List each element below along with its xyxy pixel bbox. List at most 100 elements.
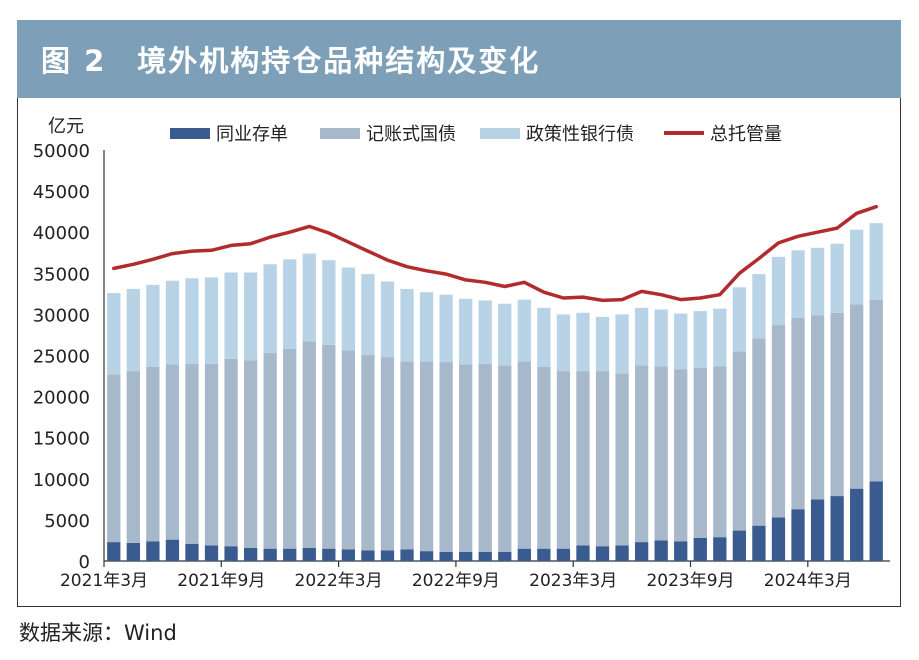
bar-segment [752, 274, 766, 339]
bar-segment [107, 293, 121, 375]
bar-segment [771, 256, 786, 326]
source-note: 数据来源：Wind [19, 621, 177, 645]
bar-segment [556, 314, 571, 372]
bar-segment [439, 362, 453, 552]
bar-segment [615, 373, 629, 546]
bar-segment [107, 542, 121, 561]
bar-segment [752, 338, 766, 526]
bar-segment [341, 350, 356, 550]
bar-segment [459, 364, 473, 552]
bar-segment [283, 259, 297, 349]
bar-segment [674, 313, 688, 370]
legend-label: 记账式国债 [366, 124, 456, 145]
bar-segment [498, 303, 512, 366]
bar-segment [341, 267, 356, 351]
bar-segment [478, 300, 492, 364]
bar-segment [556, 548, 571, 561]
bar-segment [810, 247, 825, 316]
bar-segment [576, 312, 590, 372]
bar-segment [302, 253, 316, 342]
x-tick-label: 2022年9月 [412, 571, 500, 591]
bar-segment [126, 288, 140, 372]
bar-segment [400, 361, 414, 550]
bar-segment [537, 307, 551, 368]
bar-segment [165, 280, 180, 365]
bar-segment [283, 348, 297, 549]
legend-label: 总托管量 [710, 124, 782, 145]
bar-segment [459, 298, 473, 365]
y-tick-label: 25000 [33, 347, 90, 368]
bar-segment [752, 525, 766, 561]
bar-segment [869, 481, 883, 561]
bar-segment [224, 546, 238, 561]
legend-label: 政策性银行债 [526, 124, 634, 145]
bar-segment [674, 541, 688, 561]
bar-segment [283, 548, 297, 561]
bar-segment [243, 360, 258, 548]
bar-segment [576, 371, 590, 546]
bar-segment [380, 550, 395, 561]
bar-segment [361, 354, 375, 551]
bar-segment [361, 550, 375, 561]
bar-segment [732, 287, 747, 352]
bar-segment [126, 371, 140, 543]
bar-segment [243, 547, 258, 561]
bar-segment [830, 243, 844, 313]
bar-segment [322, 260, 336, 345]
bar-segment [302, 547, 316, 561]
y-tick-label: 35000 [33, 264, 90, 285]
bar-segment [439, 551, 453, 561]
bar-segment [185, 278, 199, 364]
x-tick-label: 2021年3月 [60, 571, 148, 591]
bar-segment [654, 540, 668, 561]
bar-segment [146, 284, 160, 368]
bar-segment [204, 363, 219, 546]
total-line [112, 204, 878, 303]
bar-segment [850, 488, 864, 561]
bar-segment [830, 496, 844, 561]
bar-segment [595, 546, 610, 561]
legend-swatch [480, 128, 520, 139]
bar-segment [361, 274, 375, 355]
bar-segment [732, 351, 747, 531]
bar-segment [713, 308, 727, 367]
bar-segment [224, 358, 238, 547]
y-tick-label: 50000 [33, 141, 90, 162]
x-tick-label: 2024年3月 [764, 571, 852, 591]
bar-segment [263, 548, 277, 561]
bar-segment [419, 551, 434, 561]
bar-segment [146, 367, 160, 542]
x-tick-label: 2021年9月 [177, 571, 265, 591]
legend-label: 同业存单 [216, 124, 288, 145]
x-tick-label: 2022年3月 [295, 571, 383, 591]
bar-segment [830, 312, 844, 497]
bar-segment [419, 292, 434, 362]
bar-segment [634, 542, 649, 561]
bar-segment [850, 304, 864, 489]
legend-swatch [170, 128, 210, 139]
bar-segment [400, 549, 414, 561]
bar-segment [380, 357, 395, 551]
bar-segment [693, 311, 707, 368]
bar-segment [771, 517, 786, 561]
bar-segment [732, 530, 747, 561]
bar-segment [634, 307, 649, 366]
y-tick-label: 20000 [33, 388, 90, 409]
bar-segment [615, 314, 629, 374]
bar-segment [791, 317, 805, 510]
bar-segment [537, 548, 551, 561]
bar-segment [576, 545, 590, 561]
y-tick-label: 0 [79, 552, 90, 573]
bar-segment [517, 361, 531, 549]
bar-segment [869, 299, 883, 482]
y-tick-label: 30000 [33, 305, 90, 326]
bar-segment [322, 548, 336, 561]
bar-segment [126, 542, 140, 561]
bar-segment [615, 545, 629, 561]
y-tick-label: 45000 [33, 182, 90, 203]
bar-segment [263, 264, 277, 354]
bar-segment [322, 344, 336, 549]
legend-swatch [320, 128, 360, 139]
y-tick-label: 10000 [33, 470, 90, 491]
bar-segment [693, 537, 707, 561]
